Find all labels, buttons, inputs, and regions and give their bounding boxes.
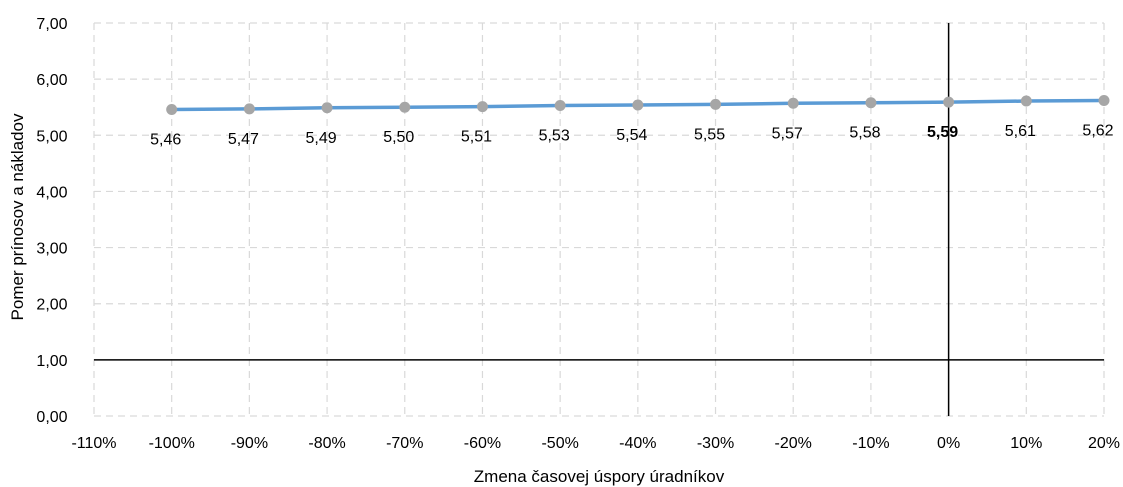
data-label: 5,57 [772, 125, 803, 142]
y-tick-label: 5,00 [36, 128, 67, 145]
x-axis-title: Zmena časovej úspory úradníkov [474, 467, 725, 486]
data-label: 5,49 [306, 130, 337, 147]
data-label: 5,61 [1005, 123, 1036, 140]
gridlines [93, 22, 1105, 417]
data-labels: 5,46 5,47 5,49 5,50 5,51 5,53 5,54 5,55 5,57 5,58… [150, 122, 1114, 148]
x-axis-tick-labels: -110% -100% -90% -80% -70% -60% -50% -40% -30% -2… [71, 435, 1120, 452]
x-tick-label: -50% [541, 435, 578, 452]
y-axis-tick-labels: 0,00 1,00 2,00 3,00 4,00 5,00 6,00 7,00 [36, 16, 67, 426]
y-tick-label: 1,00 [36, 353, 67, 370]
y-tick-label: 7,00 [36, 16, 67, 33]
data-point [710, 98, 722, 110]
data-point [399, 101, 411, 113]
data-point [166, 103, 178, 115]
data-label: 5,51 [461, 129, 492, 146]
data-label: 5,46 [150, 131, 181, 148]
y-tick-label: 0,00 [36, 409, 67, 426]
y-tick-label: 3,00 [36, 241, 67, 258]
x-tick-label: -110% [71, 435, 116, 452]
x-tick-label: 0% [937, 435, 960, 452]
data-point [865, 97, 877, 109]
x-tick-label: -30% [697, 435, 734, 452]
x-tick-label: 20% [1088, 435, 1120, 452]
reference-lines [94, 23, 1104, 416]
data-label: 5,53 [539, 128, 570, 145]
data-point [554, 100, 566, 112]
data-point [632, 99, 644, 111]
x-tick-label: -90% [231, 435, 268, 452]
x-tick-label: -100% [149, 435, 195, 452]
data-label: 5,59 [927, 124, 958, 141]
x-tick-label: -10% [852, 435, 889, 452]
data-label: 5,58 [849, 125, 880, 142]
data-label: 5,55 [694, 126, 725, 143]
data-label: 5,62 [1082, 122, 1113, 139]
y-tick-label: 6,00 [36, 72, 67, 89]
x-tick-label: -70% [386, 435, 423, 452]
y-tick-label: 4,00 [36, 184, 67, 201]
y-axis-title: Pomer prínosov a nákladov [8, 113, 27, 320]
data-point [476, 101, 488, 113]
data-point [1020, 95, 1032, 107]
data-label: 5,54 [616, 127, 647, 144]
data-point [1098, 94, 1110, 106]
y-tick-label: 2,00 [36, 297, 67, 314]
data-label: 5,50 [383, 129, 414, 146]
series-1 [166, 94, 1110, 115]
data-point [321, 102, 333, 114]
x-tick-label: -60% [464, 435, 501, 452]
x-tick-label: -20% [775, 435, 812, 452]
data-point [243, 103, 255, 115]
x-tick-label: -40% [619, 435, 656, 452]
x-tick-label: 10% [1010, 435, 1042, 452]
data-label: 5,47 [228, 131, 259, 148]
x-tick-label: -80% [308, 435, 345, 452]
data-point [787, 97, 799, 109]
data-point [943, 96, 955, 108]
